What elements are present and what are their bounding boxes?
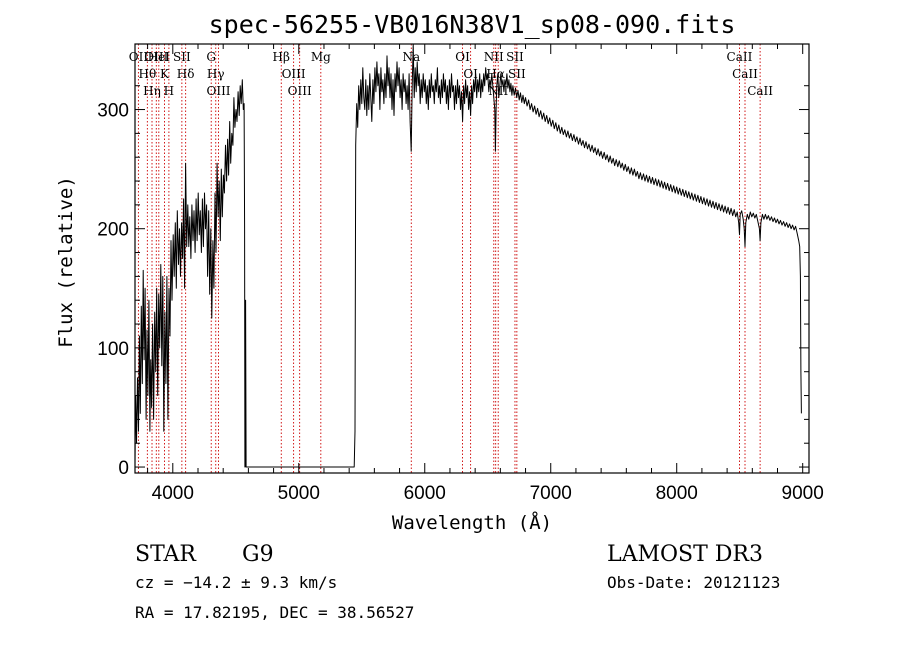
obs-date-text: Obs-Date: 20121123: [607, 573, 780, 592]
survey-name: LAMOST DR3: [607, 542, 763, 567]
x-axis-label: Wavelength (Å): [392, 511, 552, 534]
spectral-line-label: H: [164, 84, 174, 98]
x-tick-label: 6000: [404, 483, 446, 504]
coordinates-text: RA = 17.82195, DEC = 38.56527: [135, 603, 414, 622]
spectral-line-labels: OIIHθHηOIIIHeIKHSIIHδGHγOIIIHβOIIIOIIIMg…: [129, 50, 774, 98]
x-tick-label: 4000: [152, 483, 194, 504]
spectral-line-label: OIII: [282, 67, 306, 81]
x-tick-label: 5000: [278, 483, 320, 504]
axis-ticks: 4000 5000 6000 7000 8000 9000 0 100 200 300: [97, 44, 824, 504]
spectral-line-label: Hγ: [207, 67, 225, 81]
plot-frame: [134, 43, 810, 474]
spectral-line-label: HeI: [148, 50, 171, 64]
spectral-line-label: OI: [463, 67, 478, 81]
spectral-line-label: CaII: [727, 50, 753, 64]
x-tick-label: 8000: [656, 483, 698, 504]
spectral-line-label: G: [206, 50, 216, 64]
x-tick-label: 7000: [530, 483, 572, 504]
y-tick-label: 100: [97, 339, 129, 360]
flux-line: [134, 43, 802, 468]
y-tick-label: 200: [97, 220, 129, 241]
spectral-line-label: OIII: [144, 50, 168, 64]
redshift-text: cz = −14.2 ± 9.3 km/s: [135, 573, 337, 592]
flux-series: [134, 43, 802, 468]
spectral-line-label: SII: [173, 50, 191, 64]
spectral-line-label: Hβ: [273, 50, 290, 64]
y-tick-label: 300: [97, 101, 129, 122]
spectral-line-label: OIII: [288, 84, 312, 98]
spectral-line-label: OI: [455, 50, 470, 64]
spectral-line-label: Hα: [486, 67, 505, 81]
y-tick-label: 0: [118, 458, 129, 479]
spectral-line-label: OIII: [206, 84, 230, 98]
spectral-line-label: Mg: [311, 50, 331, 64]
x-tick-label: 9000: [782, 483, 824, 504]
spectral-line-label: SII: [508, 67, 526, 81]
object-class: STAR: [135, 542, 197, 567]
y-axis-label: Flux (relative): [55, 176, 77, 348]
spectral-line-label: CaII: [732, 67, 758, 81]
spectral-line-label: Hη: [143, 84, 161, 98]
spectral-line-label: CaII: [747, 84, 773, 98]
spectral-line-label: Hδ: [177, 67, 195, 81]
object-subclass: G9: [242, 542, 274, 567]
spectral-line-label: Na: [402, 50, 420, 64]
spectral-line-markers: [137, 44, 761, 473]
spectral-line-label: Hθ: [138, 67, 156, 81]
spectral-line-label: K: [160, 67, 170, 81]
spectral-line-label: SII: [506, 50, 524, 64]
chart-title: spec-56255-VB016N38V1_sp08-090.fits: [209, 10, 736, 39]
spectral-line-label: NII: [484, 50, 504, 64]
spectral-line-label: OII: [129, 50, 149, 64]
